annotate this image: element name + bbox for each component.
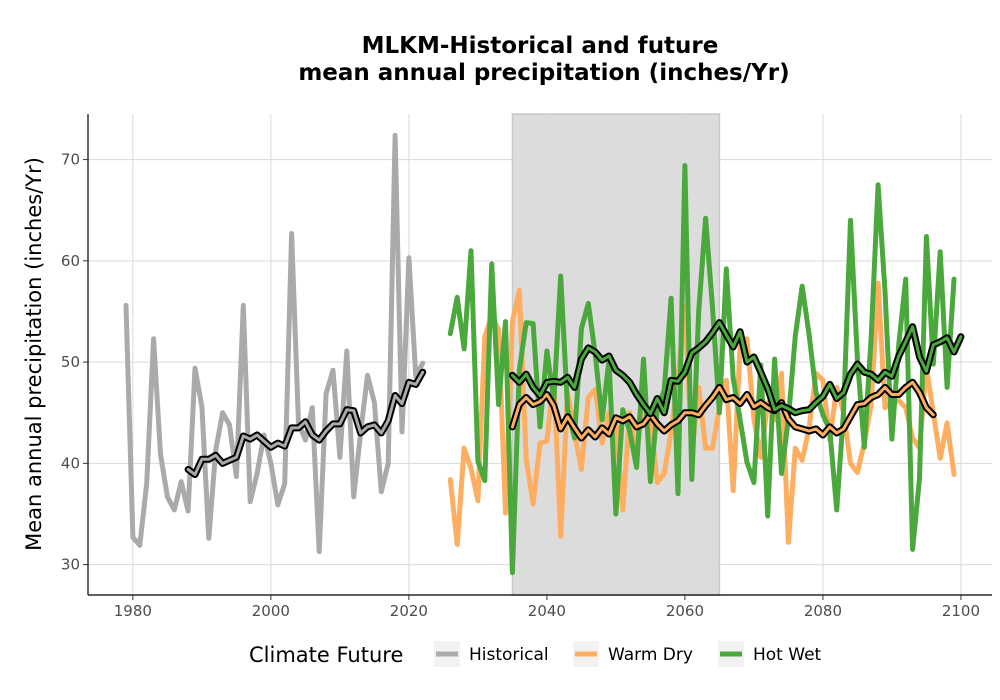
x-tick-label: 2100: [942, 602, 980, 620]
x-tick-label: 1980: [114, 602, 152, 620]
x-tick-label: 2080: [804, 602, 842, 620]
y-tick-label: 50: [61, 353, 80, 371]
series-line-hot-wet: [447, 163, 957, 576]
legend-label-warm-dry: Warm Dry: [608, 645, 693, 665]
chart-title-line-2: mean annual precipitation (inches/Yr): [298, 60, 789, 86]
x-tick-label: 2060: [666, 602, 704, 620]
series-line-historical: [123, 132, 426, 554]
x-tick-label: 2040: [528, 602, 566, 620]
axis-layer: 1980 2000 2020 2040 2060 2080 2100 30 40 50 60 70: [61, 114, 992, 620]
y-tick-label: 60: [61, 252, 80, 270]
x-tick-label: 2020: [390, 602, 428, 620]
series-line-warm-dry: [447, 280, 957, 547]
y-axis-title: Mean annual precipitation (inches/Yr): [22, 157, 46, 551]
x-tick-label: 2000: [252, 602, 290, 620]
legend: Climate Future Historical Warm Dry Hot W…: [249, 641, 822, 667]
trend-line: [510, 321, 963, 416]
legend-label-hot-wet: Hot Wet: [753, 645, 822, 665]
y-tick-label: 30: [61, 556, 80, 574]
trend-line: [510, 380, 935, 440]
legend-label-historical: Historical: [469, 645, 549, 665]
legend-title: Climate Future: [249, 643, 403, 667]
y-tick-label: 40: [61, 454, 80, 472]
series-layer: [123, 132, 965, 576]
y-tick-label: 70: [61, 151, 80, 169]
chart-title-line-1: MLKM-Historical and future: [362, 33, 719, 59]
trend-line: [186, 370, 425, 476]
